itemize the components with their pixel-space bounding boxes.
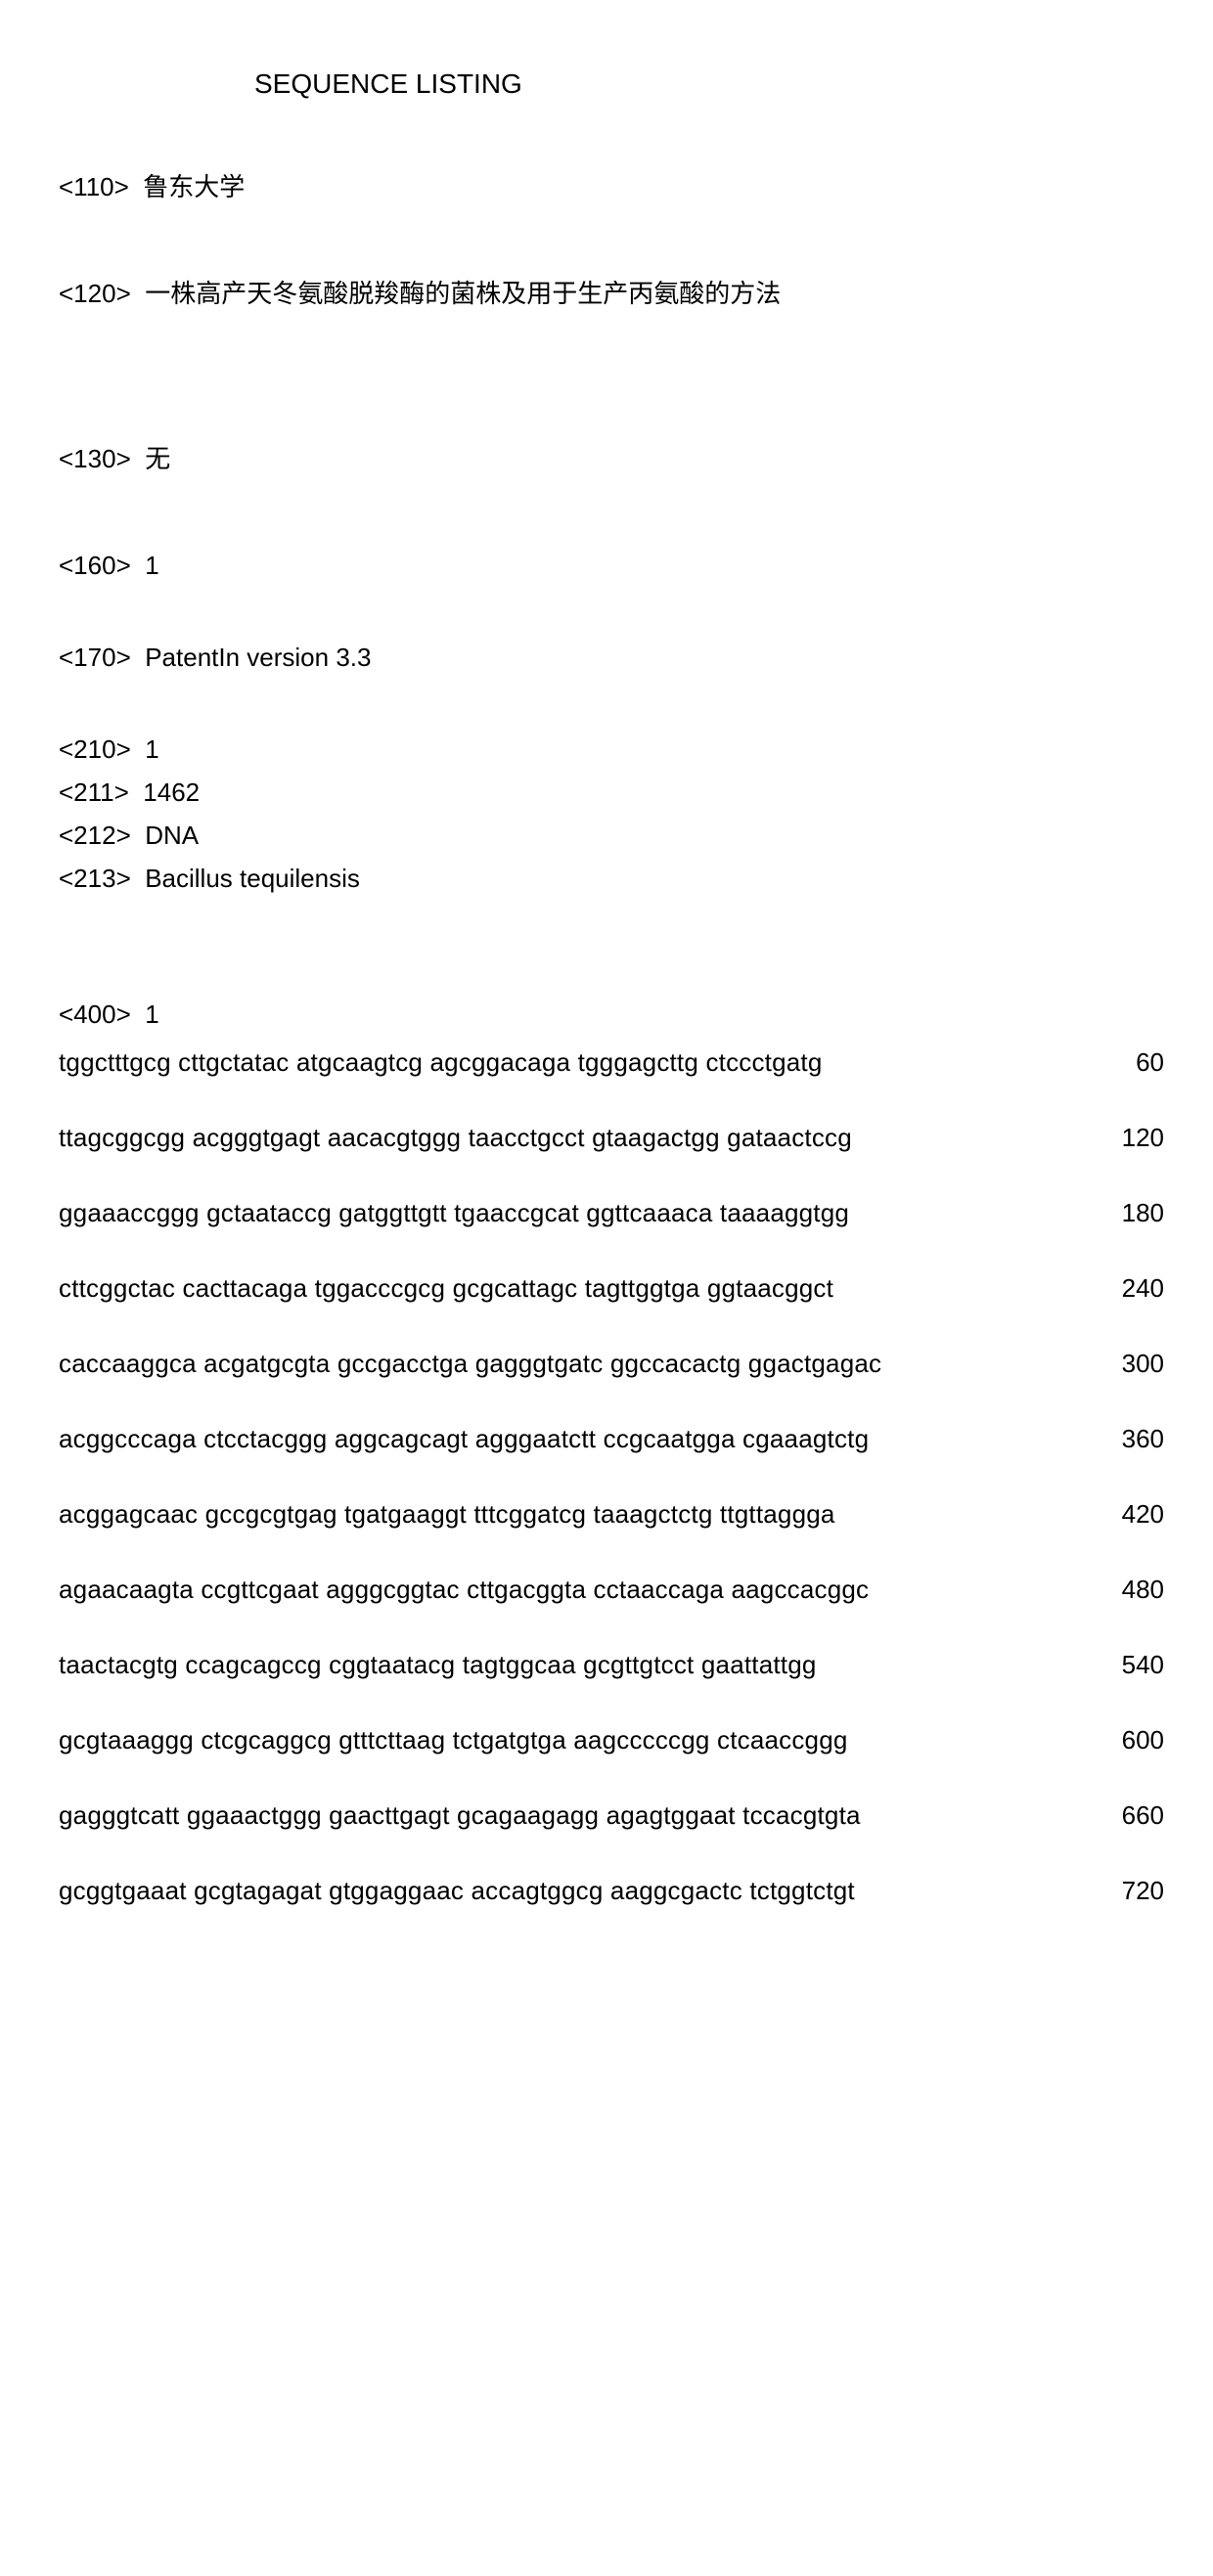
field-applicant: <110> 鲁东大学	[59, 168, 1164, 206]
sequence-line: gcggtgaaat gcgtagagat gtggaggaac accagtg…	[59, 1872, 1164, 1910]
value-sequence-400: 1	[145, 999, 158, 1029]
sequence-line: ttagcggcgg acgggtgagt aacacgtggg taacctg…	[59, 1119, 1164, 1157]
value-file-ref: 无	[145, 444, 170, 473]
sequence-text: caccaaggca acgatgcgta gccgacctga gagggtg…	[59, 1345, 881, 1383]
value-mol-type: DNA	[145, 821, 199, 850]
value-seq-length: 1462	[143, 777, 200, 807]
value-num-seq: 1	[145, 551, 158, 580]
sequence-text: tggctttgcg cttgctatac atgcaagtcg agcggac…	[59, 1044, 823, 1082]
field-file-ref: <130> 无	[59, 440, 1164, 478]
tag-213: <213>	[59, 860, 131, 898]
sequence-line: gagggtcatt ggaaactggg gaacttgagt gcagaag…	[59, 1797, 1164, 1835]
sequence-text: cttcggctac cacttacaga tggacccgcg gcgcatt…	[59, 1269, 833, 1308]
sequence-position: 240	[1083, 1269, 1164, 1308]
tag-400: <400>	[59, 996, 131, 1034]
sequence-text: gcgtaaaggg ctcgcaggcg gtttcttaag tctgatg…	[59, 1721, 848, 1759]
tag-170: <170>	[59, 639, 131, 677]
sequence-text: ttagcggcgg acgggtgagt aacacgtggg taacctg…	[59, 1119, 852, 1157]
tag-110: <110>	[59, 168, 129, 206]
sequence-position: 660	[1083, 1797, 1164, 1835]
sequence-position: 720	[1083, 1872, 1164, 1910]
tag-160: <160>	[59, 547, 131, 585]
sequence-position: 540	[1083, 1646, 1164, 1684]
sequence-text: acggagcaac gccgcgtgag tgatgaaggt tttcgga…	[59, 1495, 835, 1533]
sequence-position: 180	[1083, 1194, 1164, 1232]
value-invention-title: 一株高产天冬氨酸脱羧酶的菌株及用于生产丙氨酸的方法	[145, 279, 781, 308]
tag-120: <120>	[59, 275, 131, 313]
sequence-text: acggcccaga ctcctacggg aggcagcagt agggaat…	[59, 1420, 869, 1458]
sequence-position: 480	[1083, 1571, 1164, 1609]
sequence-text: taactacgtg ccagcagccg cggtaatacg tagtggc…	[59, 1646, 817, 1684]
tag-211: <211>	[59, 774, 129, 812]
sequence-text: gagggtcatt ggaaactggg gaacttgagt gcagaag…	[59, 1797, 861, 1835]
field-seq-length: <211> 1462	[59, 774, 1164, 812]
tag-130: <130>	[59, 440, 131, 478]
sequence-text: gcggtgaaat gcgtagagat gtggaggaac accagtg…	[59, 1872, 855, 1910]
field-seq-id: <210> 1	[59, 731, 1164, 769]
tag-212: <212>	[59, 817, 131, 855]
sequence-position: 300	[1083, 1345, 1164, 1383]
value-software: PatentIn version 3.3	[145, 643, 371, 672]
sequence-line: cttcggctac cacttacaga tggacccgcg gcgcatt…	[59, 1269, 1164, 1308]
value-organism: Bacillus tequilensis	[145, 864, 360, 893]
sequence-position: 120	[1083, 1119, 1164, 1157]
sequence-text: ggaaaccggg gctaataccg gatggttgtt tgaaccg…	[59, 1194, 849, 1232]
field-sequence-400: <400> 1	[59, 996, 1164, 1034]
sequence-line: acggcccaga ctcctacggg aggcagcagt agggaat…	[59, 1420, 1164, 1458]
sequence-position: 420	[1083, 1495, 1164, 1533]
sequence-line: ggaaaccggg gctaataccg gatggttgtt tgaaccg…	[59, 1194, 1164, 1232]
sequence-line: gcgtaaaggg ctcgcaggcg gtttcttaag tctgatg…	[59, 1721, 1164, 1759]
field-organism: <213> Bacillus tequilensis	[59, 860, 1164, 898]
sequence-line: taactacgtg ccagcagccg cggtaatacg tagtggc…	[59, 1646, 1164, 1684]
value-applicant: 鲁东大学	[143, 172, 245, 201]
field-invention-title: <120> 一株高产天冬氨酸脱羧酶的菌株及用于生产丙氨酸的方法	[59, 275, 1164, 313]
sequence-position: 360	[1083, 1420, 1164, 1458]
field-software: <170> PatentIn version 3.3	[59, 639, 1164, 677]
field-mol-type: <212> DNA	[59, 817, 1164, 855]
sequence-line: acggagcaac gccgcgtgag tgatgaaggt tttcgga…	[59, 1495, 1164, 1533]
sequence-line: tggctttgcg cttgctatac atgcaagtcg agcggac…	[59, 1044, 1164, 1082]
sequence-listing-title: SEQUENCE LISTING	[59, 68, 1164, 100]
sequence-line: agaacaagta ccgttcgaat agggcggtac cttgacg…	[59, 1571, 1164, 1609]
tag-210: <210>	[59, 731, 131, 769]
sequence-text: agaacaagta ccgttcgaat agggcggtac cttgacg…	[59, 1571, 869, 1609]
sequence-position: 600	[1083, 1721, 1164, 1759]
sequence-container: tggctttgcg cttgctatac atgcaagtcg agcggac…	[59, 1044, 1164, 1910]
value-seq-id: 1	[145, 734, 158, 764]
sequence-line: caccaaggca acgatgcgta gccgacctga gagggtg…	[59, 1345, 1164, 1383]
field-num-seq: <160> 1	[59, 547, 1164, 585]
sequence-position: 60	[1096, 1044, 1164, 1082]
